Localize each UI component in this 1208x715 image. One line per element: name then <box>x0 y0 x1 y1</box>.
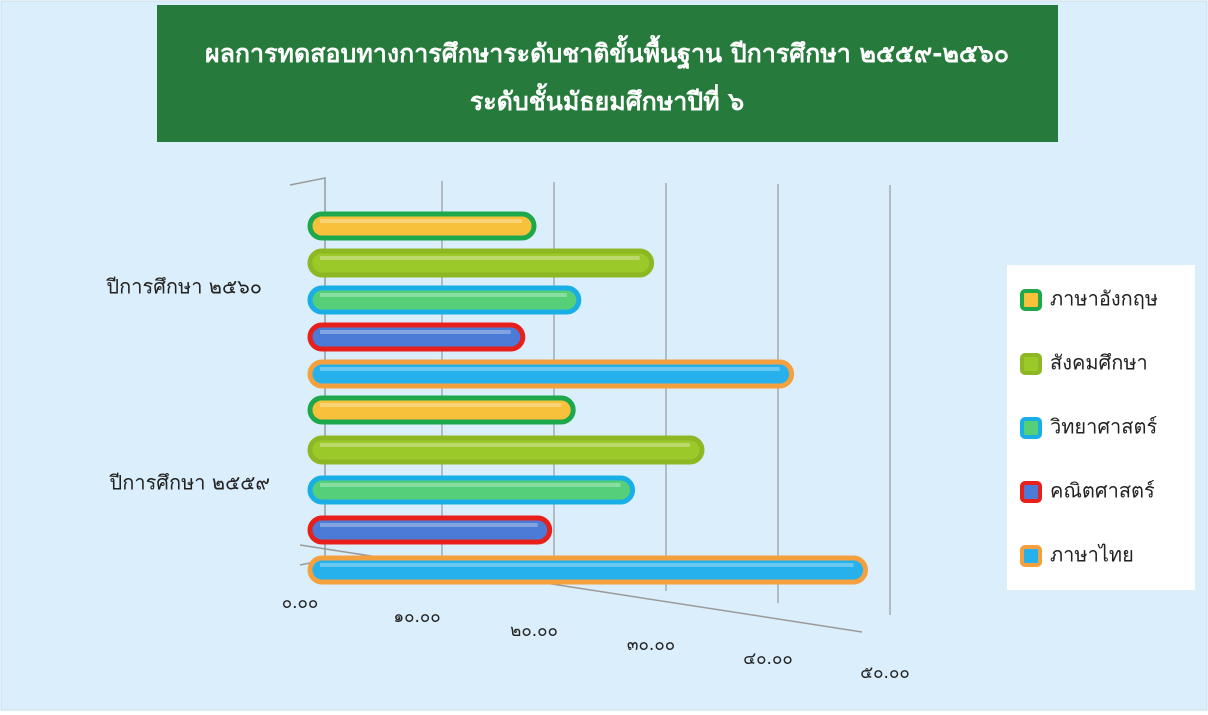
legend-swatch <box>1020 481 1042 503</box>
title-box <box>157 5 1058 142</box>
x-tick-label: ๓๐.๐๐ <box>627 635 675 655</box>
bar <box>307 475 636 505</box>
legend-label: ภาษาอังกฤษ <box>1050 287 1158 311</box>
y-tick-label: ปีการศึกษา ๒๕๕๙ <box>109 471 270 495</box>
bar <box>307 515 553 545</box>
x-tick-label: ๔๐.๐๐ <box>743 649 792 669</box>
legend-label: คณิตศาสตร์ <box>1050 479 1155 503</box>
bar <box>307 211 537 241</box>
bar <box>307 248 655 278</box>
legend-label: วิทยาศาสตร์ <box>1050 415 1157 439</box>
legend-swatch <box>1020 417 1042 439</box>
legend-swatch <box>1020 545 1042 567</box>
bar <box>307 435 705 465</box>
y-tick-label: ปีการศึกษา ๒๕๖๐ <box>106 275 262 299</box>
legend-swatch <box>1020 289 1042 311</box>
x-tick-label: ๕๐.๐๐ <box>860 663 909 683</box>
legend-label: สังคมศึกษา <box>1050 351 1148 375</box>
bar <box>307 555 869 585</box>
x-tick-label: ๐.๐๐ <box>282 593 319 613</box>
bar <box>307 285 582 315</box>
x-tick-label: ๒๐.๐๐ <box>510 621 558 641</box>
chart-subtitle: ระดับชั้นมัธยมศึกษาปีที่ ๖ <box>470 82 744 116</box>
x-tick-label: ๑๐.๐๐ <box>393 607 440 627</box>
legend-swatch <box>1020 353 1042 375</box>
bar <box>307 322 526 352</box>
legend-label: ภาษาไทย <box>1050 543 1134 567</box>
bar <box>307 395 576 425</box>
chart-title: ผลการทดสอบทางการศึกษาระดับชาติขั้นพื้นฐา… <box>205 34 1009 70</box>
bar <box>307 359 795 389</box>
